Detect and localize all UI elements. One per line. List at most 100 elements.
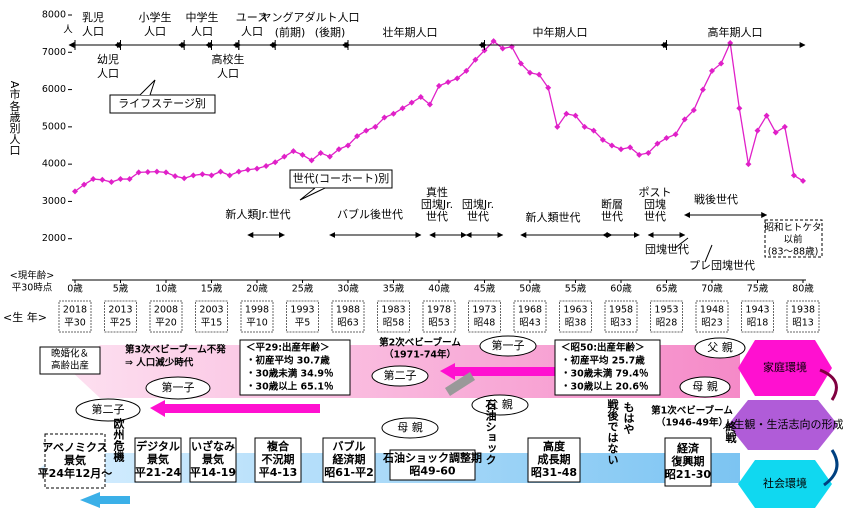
data-point [590, 127, 597, 134]
data-point [690, 107, 697, 114]
label: 経済 [677, 441, 700, 455]
label: 団塊Jr. [421, 198, 453, 211]
data-point [117, 176, 124, 183]
hexagon [728, 400, 838, 450]
callout-pointer [299, 187, 326, 201]
data-point [672, 131, 679, 138]
label: (83～88歳) [768, 246, 819, 258]
label: デジタル [136, 439, 180, 453]
label: 昭31-48 [531, 466, 577, 479]
data-point [281, 153, 288, 160]
data-point [663, 135, 670, 142]
label: 2003 [199, 305, 223, 316]
label: 世代 [426, 210, 448, 223]
x-tick-label: 70歳 [701, 283, 723, 295]
label: 1973 [472, 305, 496, 316]
label: 昭63 [337, 318, 359, 329]
label: 欧州危機 [112, 417, 126, 463]
data-point [235, 168, 242, 175]
label: 中学生 [186, 10, 219, 24]
data-point [627, 144, 634, 151]
x-tick-label: 30歳 [337, 283, 359, 295]
box [149, 300, 183, 333]
box [286, 300, 319, 333]
label: ・30歳未満 34.9％ [246, 368, 333, 380]
label: 平5 [295, 318, 311, 329]
y-tick-label: 4000 [42, 159, 66, 170]
box [389, 449, 476, 481]
label: 平20 [155, 318, 177, 329]
label: 不況期 [262, 452, 295, 466]
y-unit: 人 [63, 25, 73, 36]
data-point [163, 169, 169, 176]
box [468, 300, 501, 333]
data-point [290, 148, 297, 155]
label: 終戦 [724, 420, 737, 444]
x-tick-label: 80歳 [792, 283, 814, 295]
label: もはや [622, 401, 635, 434]
label: （1971-74年） [384, 349, 456, 361]
x-tick-label: 25歳 [292, 283, 314, 295]
box [764, 219, 823, 258]
data-point [108, 179, 115, 186]
data-point [681, 116, 688, 123]
label: (後期) [315, 25, 346, 39]
box [786, 300, 820, 333]
data-point [572, 112, 579, 119]
callout-pointer [139, 79, 156, 96]
label: 昭18 [747, 318, 769, 329]
box [527, 437, 581, 483]
label: 昭33 [610, 318, 632, 329]
arrow [80, 492, 130, 508]
data-point [317, 149, 324, 156]
data-point [781, 123, 788, 130]
label: 1993 [290, 305, 314, 316]
label: 1983 [381, 305, 405, 316]
label: 壮年期人口 [383, 25, 438, 39]
label: 人生観・生活志向の形成 [723, 417, 844, 431]
data-point [654, 140, 661, 147]
bubble [75, 398, 141, 422]
data-point [417, 94, 424, 101]
data-point [463, 67, 470, 74]
data-point [254, 165, 260, 172]
label: 新人類Jr.世代 [225, 207, 290, 221]
label: 第二子 [384, 368, 417, 382]
label: 昭48 [474, 318, 496, 329]
label: 断層 [601, 197, 623, 211]
label: ・初産平均 25.7歳 [561, 355, 645, 367]
data-point [99, 176, 106, 183]
x-label: 平30時点 [12, 283, 53, 294]
pointer [704, 244, 713, 263]
label: 2013 [108, 305, 132, 316]
data-point [718, 60, 725, 67]
data-point [335, 146, 342, 153]
label: 第2次ベビーブーム [379, 337, 461, 349]
label: 景気 [146, 452, 169, 466]
data-point [308, 157, 315, 164]
box [58, 300, 92, 333]
label: 第二子 [92, 402, 125, 416]
data-point [363, 127, 370, 134]
label: 第一子 [162, 380, 195, 394]
box [664, 437, 712, 487]
label: アベノミクス [42, 441, 107, 454]
y-tick-label: 8000 [42, 10, 66, 21]
data-point [144, 168, 151, 175]
data-point [736, 105, 743, 112]
label: 1968 [518, 305, 542, 316]
label: 真性 [426, 185, 448, 199]
label: 父 親 [707, 341, 733, 354]
label: 高年期人口 [708, 25, 763, 39]
label: 戦後ではない [606, 398, 619, 465]
label: 平24年12月～ [38, 466, 113, 480]
data-point [481, 47, 488, 54]
label: ポスト [639, 186, 672, 199]
label: 昭13 [792, 318, 814, 329]
label: 平4-13 [259, 466, 298, 479]
box [331, 300, 365, 333]
box [513, 300, 547, 333]
x-tick-label: 15歳 [201, 283, 223, 295]
box [377, 300, 410, 333]
